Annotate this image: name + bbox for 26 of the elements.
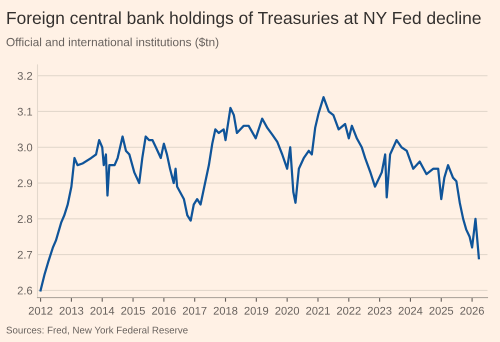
- x-tick-label: 2014: [90, 306, 114, 315]
- chart-title: Foreign central bank holdings of Treasuries at NY Fed decline: [7, 11, 481, 28]
- x-tick-label: 2024: [398, 306, 422, 315]
- x-tick-label: 2022: [337, 306, 361, 315]
- y-tick-label: 3.1: [18, 108, 32, 116]
- x-tick-label: 2025: [429, 306, 454, 315]
- x-tick-label: 2015: [121, 306, 145, 315]
- x-tick-label: 2017: [182, 306, 206, 315]
- x-tick-label: 2018: [214, 306, 238, 315]
- line-series: [39, 96, 480, 292]
- y-tick-label: 2.9: [18, 179, 32, 188]
- x-tick-label: 2016: [152, 306, 176, 315]
- x-tick-label: 2013: [60, 306, 84, 315]
- x-tick-label: 2023: [368, 306, 392, 315]
- y-tick-label: 3.2: [18, 72, 32, 80]
- source-note: Sources: Fred, New York Federal Reserve: [6, 326, 188, 335]
- x-tick-label: 2026: [460, 306, 484, 315]
- y-tick-label: 3.0: [18, 144, 32, 152]
- y-tick-label: 2.8: [18, 215, 32, 223]
- x-tick-label: 2012: [28, 306, 52, 315]
- x-tick-label: 2020: [275, 306, 300, 315]
- chart-subtitle: Official and international institutions ($tn): [6, 37, 218, 49]
- y-tick-label: 2.6: [18, 286, 32, 295]
- y-tick-label: 2.7: [18, 250, 32, 259]
- x-tick-label: 2019: [244, 306, 268, 315]
- x-tick-label: 2021: [306, 306, 330, 315]
